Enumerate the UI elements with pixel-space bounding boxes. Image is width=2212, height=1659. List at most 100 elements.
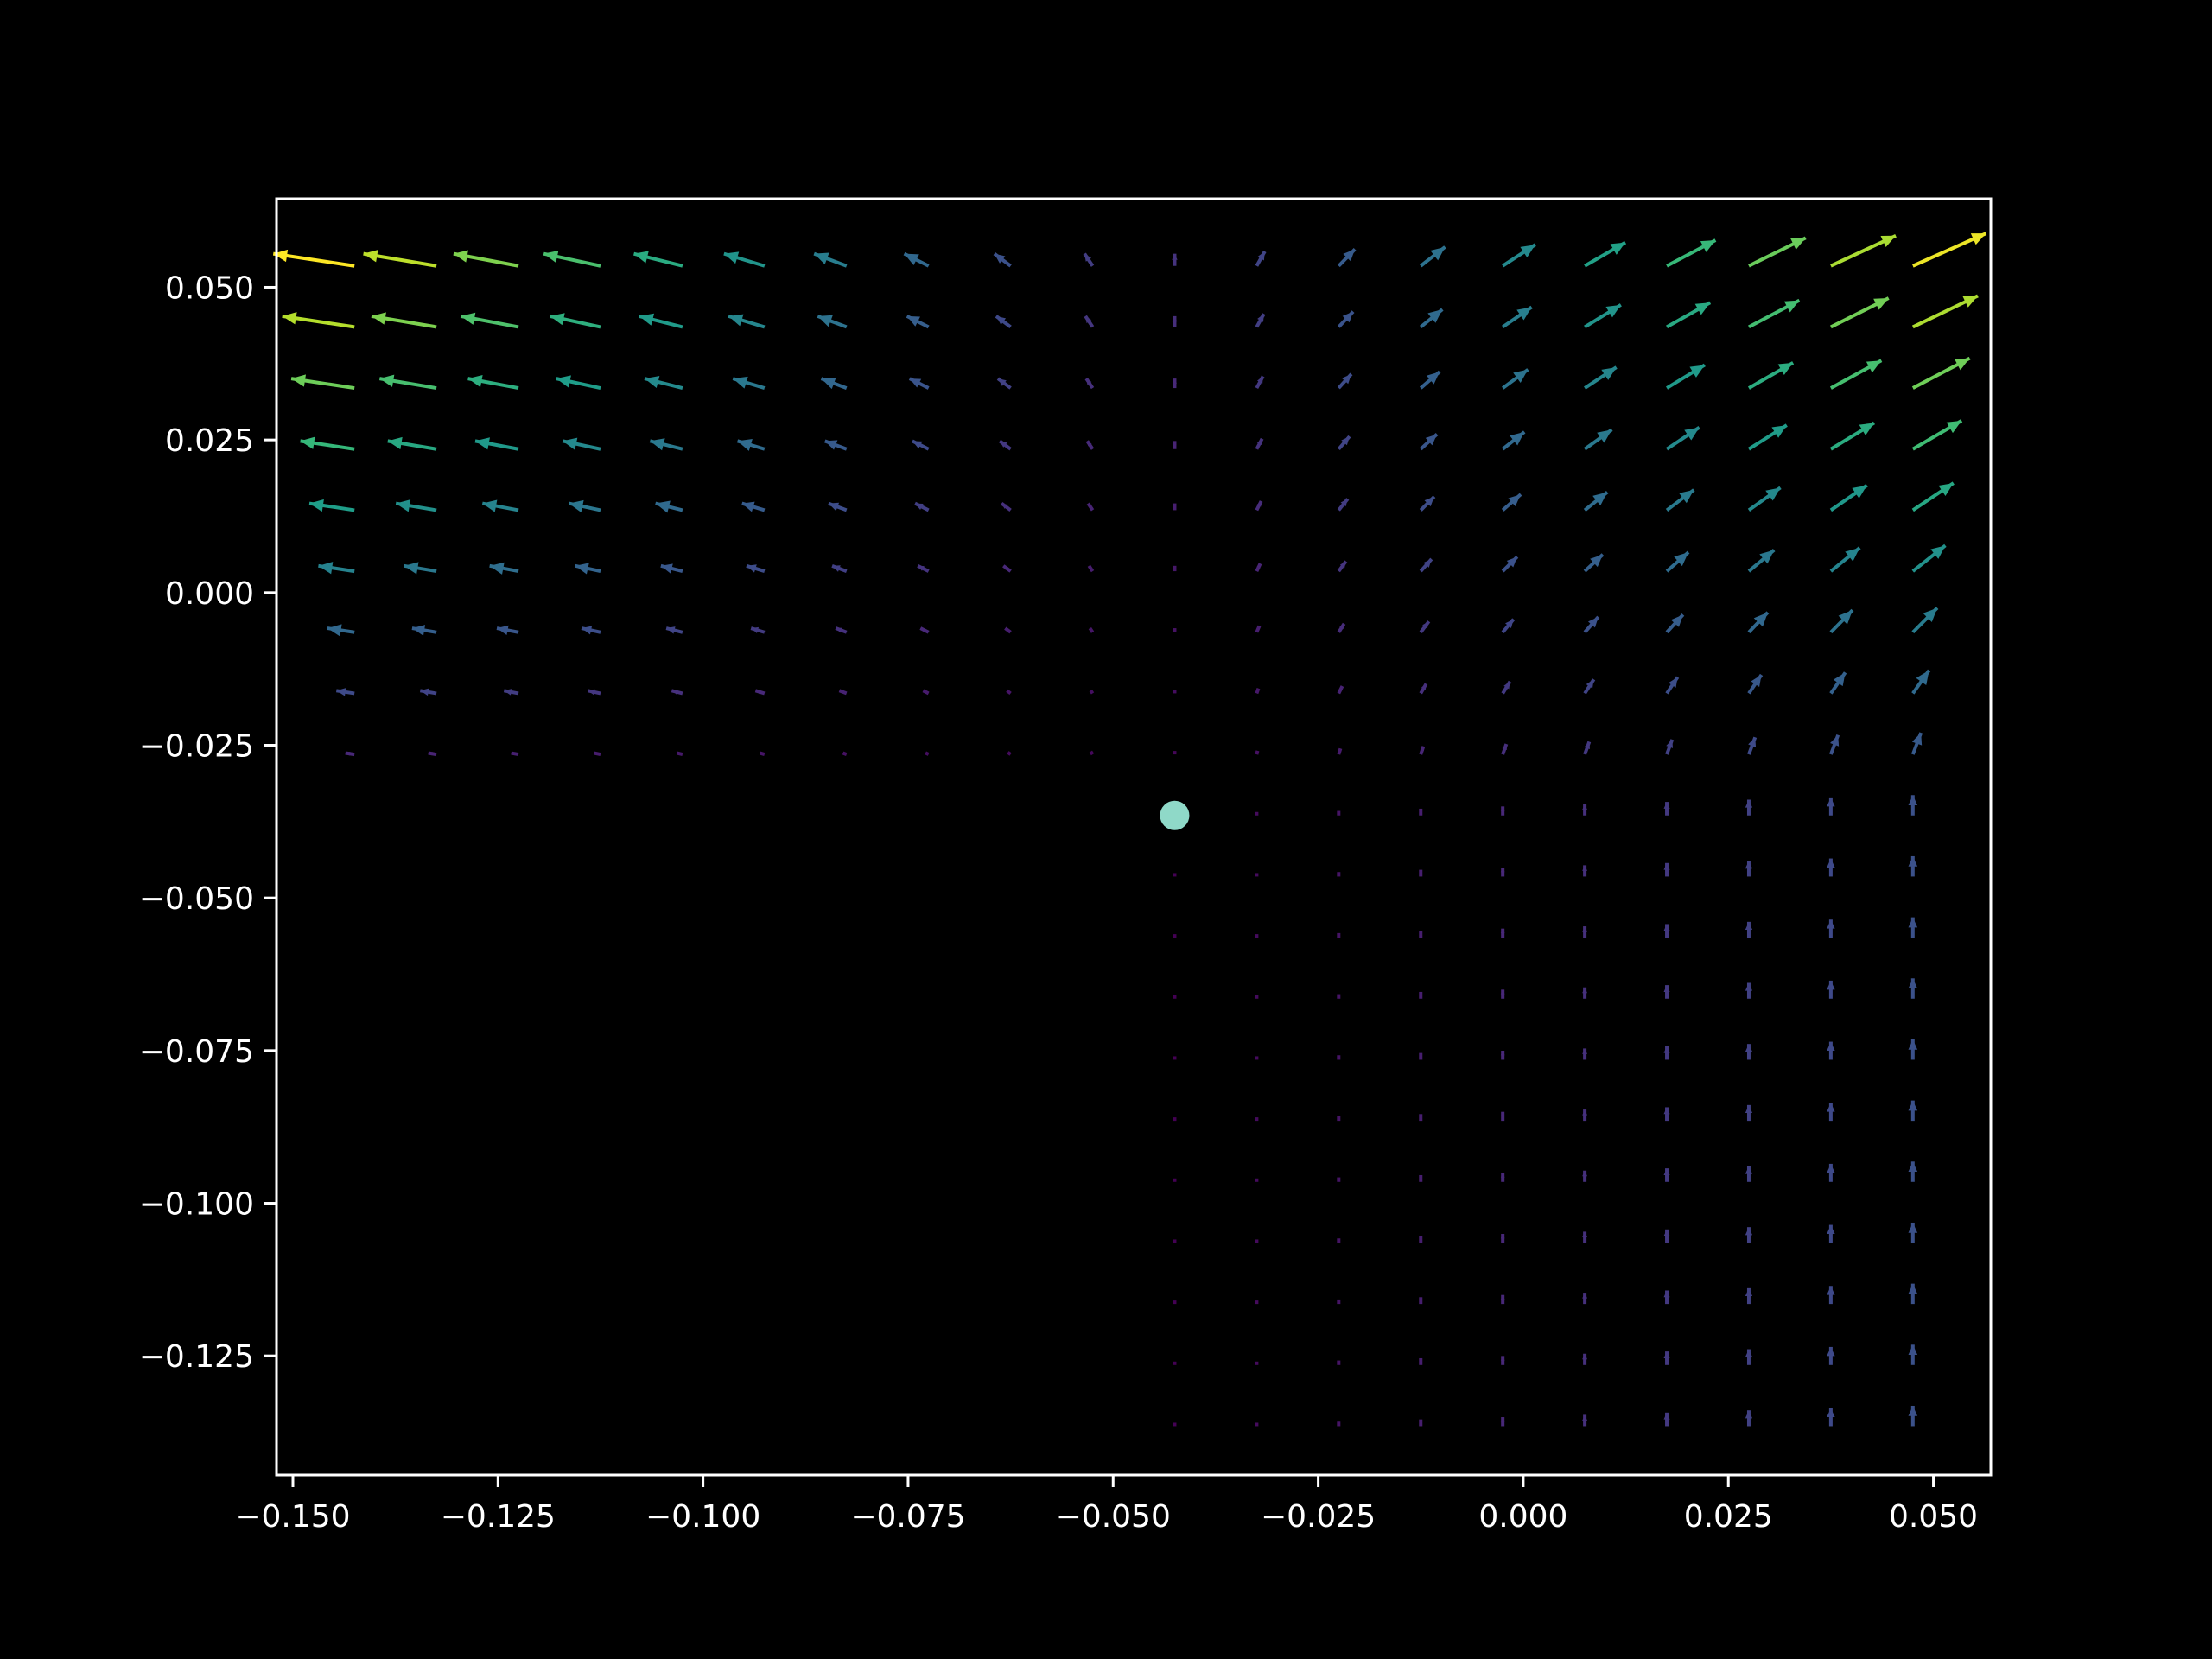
vector-arrow xyxy=(1745,982,1753,999)
vector-arrow xyxy=(1912,232,1987,268)
vector-arrow xyxy=(1827,1103,1835,1122)
vector-arrow xyxy=(1911,294,1979,329)
vector-arrow xyxy=(1173,628,1177,632)
vector-arrow xyxy=(1745,1227,1753,1243)
vector-arrow xyxy=(1582,1353,1588,1365)
vector-arrow xyxy=(1173,1056,1177,1060)
vector-arrow xyxy=(1583,553,1605,573)
vector-arrow xyxy=(1745,1410,1753,1427)
vector-arrow xyxy=(1745,1287,1753,1305)
x-tick-label: −0.125 xyxy=(441,1499,556,1535)
vector-arrow xyxy=(575,563,601,575)
vector-arrow xyxy=(1911,607,1939,634)
vector-arrow xyxy=(1084,315,1095,328)
vector-arrow xyxy=(1908,1100,1918,1122)
vector-field xyxy=(272,232,1987,1427)
vector-arrow xyxy=(1747,611,1770,634)
vector-arrow xyxy=(411,625,437,636)
vector-arrow xyxy=(1829,296,1890,329)
vector-arrow xyxy=(835,626,848,634)
vector-arrow xyxy=(1582,1293,1588,1305)
vector-arrow xyxy=(1255,1178,1259,1182)
vector-arrow xyxy=(1337,810,1341,816)
vector-arrow xyxy=(467,374,519,391)
vector-arrow xyxy=(1663,1168,1670,1182)
vector-arrow xyxy=(503,689,519,696)
vector-arrow xyxy=(1255,811,1259,816)
vector-arrow xyxy=(736,439,766,451)
vector-arrow xyxy=(1173,565,1177,572)
vector-arrow xyxy=(1583,615,1600,634)
vector-arrow xyxy=(746,563,766,574)
vector-arrow xyxy=(1419,1052,1423,1060)
vector-arrow xyxy=(1827,1041,1835,1060)
vector-arrow xyxy=(1908,1161,1918,1182)
vector-arrow xyxy=(1173,934,1177,938)
vector-arrow xyxy=(823,439,848,451)
y-axis: 0.050 0.025 0.000 −0.025 −0.050 −0.075 −0.100 −… xyxy=(139,270,276,1375)
vector-arrow xyxy=(838,689,848,696)
axes-frame xyxy=(275,197,1993,1477)
vector-arrow xyxy=(1908,1344,1918,1365)
vector-arrow xyxy=(1085,440,1095,450)
y-tick-label: 0.050 xyxy=(165,270,254,306)
vector-arrow xyxy=(1829,546,1861,573)
vector-arrow xyxy=(1748,236,1807,268)
vector-arrow xyxy=(1584,365,1618,390)
vector-arrow xyxy=(1663,1290,1670,1305)
vector-arrow xyxy=(1419,869,1423,877)
vector-arrow xyxy=(1500,1111,1505,1122)
vector-arrow xyxy=(1500,1234,1505,1243)
vector-arrow xyxy=(1419,1114,1423,1122)
vector-arrow xyxy=(1827,1286,1835,1305)
vector-arrow xyxy=(1582,1170,1588,1182)
vector-arrow xyxy=(1500,1356,1505,1365)
vector-arrow xyxy=(1665,363,1706,390)
vector-arrow xyxy=(1337,994,1341,999)
vector-arrow xyxy=(996,377,1012,390)
vector-arrow xyxy=(1172,378,1177,389)
vector-arrow xyxy=(1908,917,1918,938)
vector-arrow xyxy=(1419,683,1428,695)
vector-arrow xyxy=(1829,671,1847,695)
vector-arrow xyxy=(754,689,766,696)
vector-arrow xyxy=(1420,245,1446,268)
vector-arrow xyxy=(569,499,601,512)
vector-arrow xyxy=(723,251,766,268)
vector-arrow xyxy=(633,251,683,268)
vector-arrow xyxy=(1827,1224,1835,1243)
vector-arrow xyxy=(1089,689,1095,695)
vector-arrow xyxy=(1747,673,1764,695)
vector-arrow xyxy=(1419,1236,1423,1243)
vector-arrow xyxy=(1172,315,1178,327)
vector-arrow xyxy=(1173,1239,1177,1243)
y-tick-label: −0.125 xyxy=(139,1339,254,1375)
vector-arrow xyxy=(1665,426,1700,451)
vector-arrow xyxy=(1419,557,1433,573)
vector-arrow xyxy=(1255,873,1259,877)
vector-arrow xyxy=(1582,804,1588,816)
vector-arrow xyxy=(327,624,355,637)
vector-arrow xyxy=(511,751,519,757)
vector-arrow xyxy=(1829,608,1854,634)
vector-arrow xyxy=(1908,978,1918,999)
vector-arrow xyxy=(1663,802,1670,816)
vector-arrow xyxy=(908,377,930,390)
vector-arrow xyxy=(1582,987,1588,999)
vector-arrow xyxy=(1500,1173,1505,1182)
vector-arrow xyxy=(665,626,683,634)
y-tick-label: −0.050 xyxy=(139,881,254,917)
vector-arrow xyxy=(1337,1299,1341,1305)
vector-arrow xyxy=(995,315,1012,329)
vector-arrow xyxy=(750,626,766,634)
vector-arrow xyxy=(1827,980,1835,999)
vector-arrow xyxy=(1501,493,1522,512)
vector-arrow xyxy=(1582,1048,1588,1060)
vector-arrow xyxy=(1255,625,1262,633)
vector-arrow xyxy=(1827,858,1835,877)
vector-arrow xyxy=(1666,301,1712,329)
vector-arrow xyxy=(1745,921,1753,938)
vector-arrow xyxy=(428,751,437,757)
vector-arrow xyxy=(1665,550,1690,573)
vector-arrow xyxy=(1665,676,1680,695)
